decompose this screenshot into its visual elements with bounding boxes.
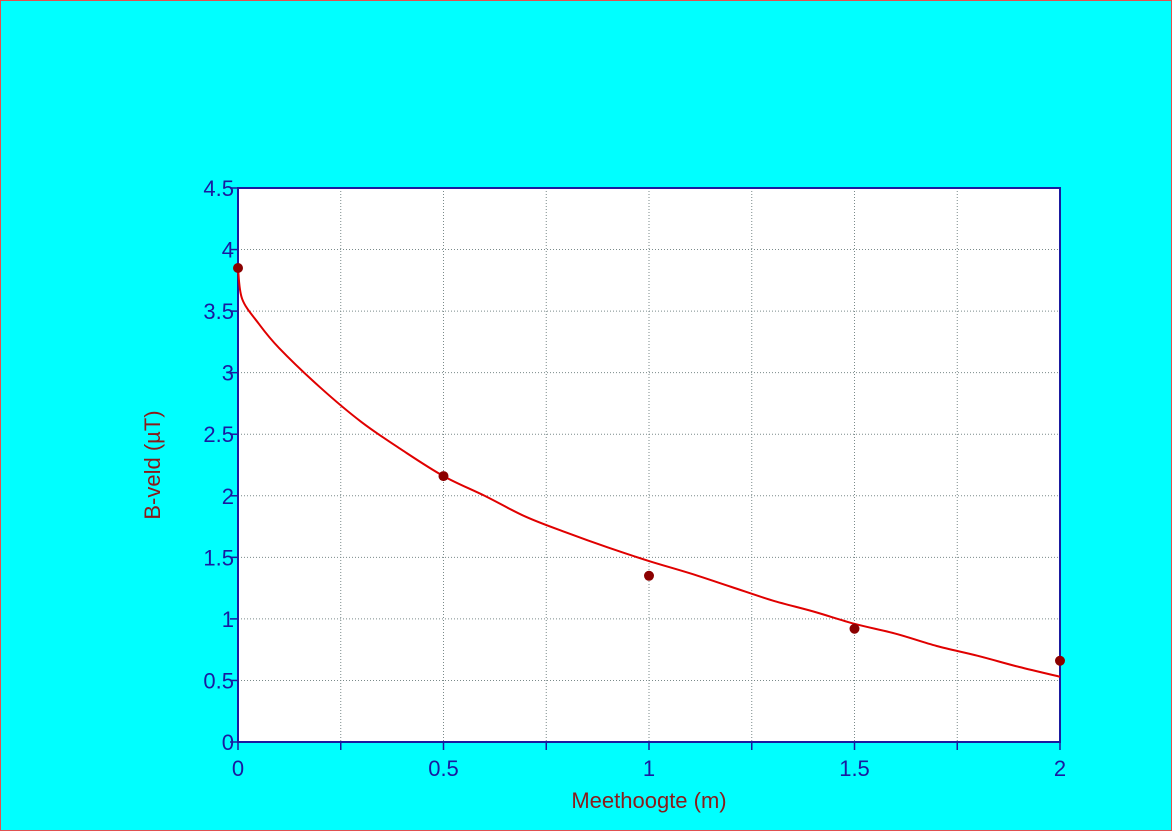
fit-line	[237, 267, 1061, 678]
x-tick-label: 1.5	[839, 756, 870, 781]
x-axis-title: Meethoogte (m)	[571, 788, 726, 813]
x-tick-label: 1	[643, 756, 655, 781]
data-point	[233, 263, 243, 274]
x-tick-label: 2	[1054, 756, 1066, 781]
data-points	[233, 263, 1065, 666]
y-tick-label: 1.5	[203, 545, 234, 570]
y-tick-label: 2.5	[203, 422, 234, 447]
data-point	[438, 471, 449, 482]
y-tick-label: 3	[222, 361, 234, 386]
y-tick-label: 0	[222, 730, 234, 755]
data-point	[1055, 655, 1065, 666]
x-tick-label: 0.5	[428, 756, 459, 781]
x-tick-label: 0	[232, 756, 244, 781]
y-axis-title: B-veld (µT)	[140, 410, 165, 519]
y-tick-label: 3.5	[203, 299, 234, 324]
data-point	[849, 623, 860, 634]
data-point	[644, 570, 654, 581]
y-tick-label: 4	[222, 238, 234, 263]
y-tick-label: 0.5	[203, 668, 234, 693]
y-tick-label: 1	[222, 607, 234, 632]
ticks	[230, 187, 1061, 750]
tick-labels: 0 0.5 1 1.5 2 0 0.5 1 1.5 2 2.5 3 3.5 4 4.5	[203, 176, 1066, 781]
y-tick-label: 4.5	[203, 176, 234, 201]
y-tick-label: 2	[222, 484, 234, 509]
grid	[238, 188, 1060, 742]
